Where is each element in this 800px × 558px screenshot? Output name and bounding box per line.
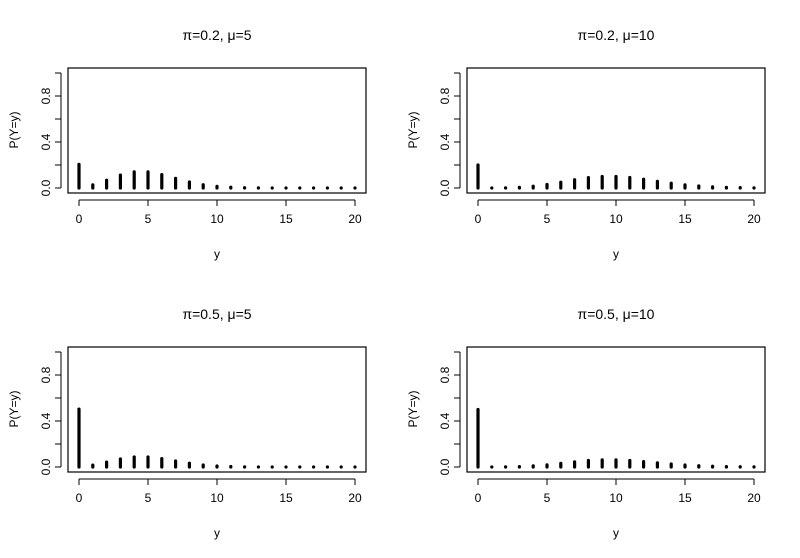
plot-box (67, 67, 367, 194)
x-tick-label: 5 (544, 212, 551, 226)
plot-box (466, 67, 766, 194)
x-tick-label: 15 (279, 212, 293, 226)
y-tick-label: 0.0 (39, 179, 53, 196)
chart-title: π=0.5, μ=5 (182, 306, 251, 322)
y-tick-label: 0.4 (39, 133, 53, 150)
x-tick-label: 0 (76, 212, 83, 226)
x-tick-label: 15 (279, 491, 293, 505)
x-tick-label: 15 (678, 212, 692, 226)
y-tick-label: 0.4 (39, 412, 53, 429)
x-tick-label: 5 (544, 491, 551, 505)
x-tick-label: 10 (210, 491, 224, 505)
x-tick-label: 0 (475, 491, 482, 505)
x-tick-label: 20 (747, 212, 761, 226)
y-axis-label: P(Y=y) (406, 111, 420, 148)
y-tick-label: 0.0 (39, 458, 53, 475)
x-tick-label: 5 (145, 491, 152, 505)
y-tick-label: 0.0 (438, 458, 452, 475)
y-axis-label: P(Y=y) (406, 390, 420, 427)
chart-title: π=0.2, μ=5 (182, 27, 251, 43)
y-tick-label: 0.8 (438, 87, 452, 104)
chart-title: π=0.5, μ=10 (578, 306, 655, 322)
x-axis-label: y (613, 247, 619, 261)
y-axis-label: P(Y=y) (7, 111, 21, 148)
x-tick-label: 10 (210, 212, 224, 226)
y-tick-label: 0.8 (39, 366, 53, 383)
x-tick-label: 10 (609, 491, 623, 505)
x-tick-label: 20 (747, 491, 761, 505)
y-tick-label: 0.4 (438, 412, 452, 429)
chart-panel: π=0.5, μ=10 0 5 10 15 20 y 0.0 0.4 0.8 P(Y=y) (406, 306, 766, 540)
plot-box (67, 346, 367, 473)
y-tick-label: 0.8 (39, 87, 53, 104)
chart-panel: π=0.2, μ=5 0 5 10 15 20 y 0.0 0.4 0.8 P(Y=y) (7, 27, 367, 261)
x-axis-label: y (214, 247, 220, 261)
x-tick-label: 20 (348, 491, 362, 505)
chart-panel: π=0.5, μ=5 0 5 10 15 20 y 0.0 0.4 0.8 P(Y=y) (7, 306, 367, 540)
plot-box (466, 346, 766, 473)
x-axis-label: y (613, 526, 619, 540)
chart-title: π=0.2, μ=10 (578, 27, 655, 43)
y-tick-label: 0.4 (438, 133, 452, 150)
y-axis-label: P(Y=y) (7, 390, 21, 427)
y-tick-label: 0.0 (438, 179, 452, 196)
x-tick-label: 5 (145, 212, 152, 226)
x-tick-label: 0 (475, 212, 482, 226)
x-tick-label: 0 (76, 491, 83, 505)
y-tick-label: 0.8 (438, 366, 452, 383)
chart-panel: π=0.2, μ=10 0 5 10 15 20 y 0.0 0.4 0.8 P(Y=y) (406, 27, 766, 261)
x-tick-label: 10 (609, 212, 623, 226)
x-tick-label: 15 (678, 491, 692, 505)
x-axis-label: y (214, 526, 220, 540)
x-tick-label: 20 (348, 212, 362, 226)
